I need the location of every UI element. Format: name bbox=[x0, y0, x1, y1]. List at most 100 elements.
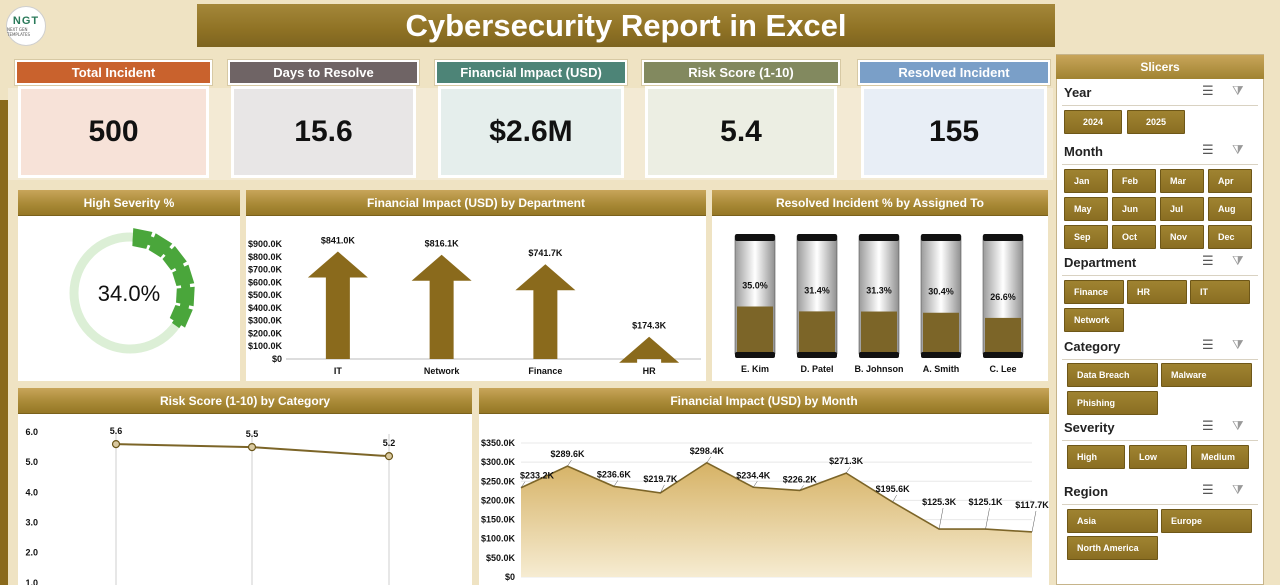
panel-title: Risk Score (1-10) by Category bbox=[18, 388, 472, 414]
slicer-option-month[interactable]: Mar bbox=[1160, 169, 1204, 193]
slicer-option-category[interactable]: Phishing bbox=[1067, 391, 1158, 415]
leader-line bbox=[753, 481, 758, 488]
slicer-option-category[interactable]: Data Breach bbox=[1067, 363, 1158, 387]
slicer-option-department[interactable]: Finance bbox=[1064, 280, 1124, 304]
y-tick-label: $100.0K bbox=[481, 534, 516, 544]
slicer-option-region[interactable]: North America bbox=[1067, 536, 1158, 560]
slicers-title: Slicers bbox=[1056, 55, 1264, 79]
slicer-option-month[interactable]: Feb bbox=[1112, 169, 1156, 193]
slicer-label-month: Month bbox=[1064, 144, 1103, 159]
slicer-divider bbox=[1062, 105, 1258, 106]
x-tick-label: B. Johnson bbox=[855, 364, 904, 374]
slicer-option-month[interactable]: Nov bbox=[1160, 225, 1204, 249]
slicer-option-department[interactable]: IT bbox=[1190, 280, 1250, 304]
y-tick-label: $500.0K bbox=[248, 290, 283, 300]
slicer-option-year[interactable]: 2024 bbox=[1064, 110, 1122, 134]
fin-by-dept-chart: $0 $100.0K $200.0K $300.0K $400.0K $500.0K $60… bbox=[248, 236, 701, 376]
x-tick-label: C. Lee bbox=[989, 364, 1016, 374]
slicer-divider bbox=[1062, 275, 1258, 276]
leader-line bbox=[938, 507, 944, 530]
y-tick-label: $350.0K bbox=[481, 438, 516, 448]
x-tick-label: Finance bbox=[528, 366, 562, 376]
kpi-value: $2.6M bbox=[438, 86, 624, 178]
kpi-label: Days to Resolve bbox=[228, 60, 419, 85]
kpi-value: 500 bbox=[18, 86, 209, 178]
data-label: $741.7K bbox=[528, 248, 563, 258]
y-tick-label: $100.0K bbox=[248, 341, 283, 351]
slicer-option-month[interactable]: Aug bbox=[1208, 197, 1252, 221]
data-label: $174.3K bbox=[632, 321, 667, 331]
data-label: $117.7K bbox=[1015, 500, 1049, 510]
y-tick-label: $0 bbox=[505, 572, 515, 582]
bar-finance bbox=[515, 264, 576, 359]
cylinder-fill bbox=[799, 311, 835, 354]
slicer-option-month[interactable]: Oct bbox=[1112, 225, 1156, 249]
cylinder-bottom-cap bbox=[859, 352, 899, 358]
slicer-option-severity[interactable]: High bbox=[1067, 445, 1125, 469]
leader-line bbox=[567, 459, 572, 467]
data-label: $195.6K bbox=[876, 484, 911, 494]
slicer-option-year[interactable]: 2025 bbox=[1127, 110, 1185, 134]
fin-by-dept-panel: Financial Impact (USD) by Department $0 $… bbox=[246, 190, 706, 381]
kpi-label: Risk Score (1-10) bbox=[642, 60, 840, 85]
slicer-option-month[interactable]: Jan bbox=[1064, 169, 1108, 193]
slicer-divider bbox=[1062, 359, 1258, 360]
data-label: 26.6% bbox=[990, 292, 1016, 302]
panel-title: Financial Impact (USD) by Month bbox=[479, 388, 1049, 414]
slicer-option-month[interactable]: Jul bbox=[1160, 197, 1204, 221]
kpi-value: 155 bbox=[861, 86, 1047, 178]
slicer-option-department[interactable]: HR bbox=[1127, 280, 1187, 304]
leader-line bbox=[799, 485, 804, 491]
leader-line bbox=[985, 508, 990, 530]
leader-line bbox=[845, 466, 851, 474]
slicer-option-month[interactable]: May bbox=[1064, 197, 1108, 221]
slicer-option-severity[interactable]: Medium bbox=[1191, 445, 1249, 469]
data-label: 31.4% bbox=[804, 285, 830, 295]
clear-filter-icon[interactable]: ⧩ bbox=[1232, 253, 1244, 268]
kpi-label: Total Incident bbox=[15, 60, 212, 85]
cylinder-top-cap bbox=[983, 234, 1023, 241]
multi-select-icon[interactable]: ☰ bbox=[1202, 418, 1214, 433]
multi-select-icon[interactable]: ☰ bbox=[1202, 482, 1214, 497]
clear-filter-icon[interactable]: ⧩ bbox=[1232, 142, 1244, 157]
clear-filter-icon[interactable]: ⧩ bbox=[1232, 418, 1244, 433]
logo: NGT NEXT GEN TEMPLATES bbox=[6, 6, 46, 46]
data-label: $816.1K bbox=[425, 239, 460, 249]
multi-select-icon[interactable]: ☰ bbox=[1202, 337, 1214, 352]
logo-tagline: NEXT GEN TEMPLATES bbox=[7, 27, 31, 37]
y-tick-label: 2.0 bbox=[25, 548, 38, 558]
slicer-option-department[interactable]: Network bbox=[1064, 308, 1124, 332]
clear-filter-icon[interactable]: ⧩ bbox=[1232, 482, 1244, 497]
y-tick-label: 1.0 bbox=[25, 578, 38, 585]
bar-network bbox=[411, 254, 472, 359]
slicer-option-month[interactable]: Jun bbox=[1112, 197, 1156, 221]
clear-filter-icon[interactable]: ⧩ bbox=[1232, 83, 1244, 98]
y-tick-label: $200.0K bbox=[248, 328, 283, 338]
y-tick-label: 3.0 bbox=[25, 518, 38, 528]
data-label: $271.3K bbox=[829, 456, 864, 466]
multi-select-icon[interactable]: ☰ bbox=[1202, 253, 1214, 268]
data-label: $125.1K bbox=[969, 497, 1004, 507]
slicer-option-region[interactable]: Europe bbox=[1161, 509, 1252, 533]
cylinder-fill bbox=[737, 306, 773, 354]
clear-filter-icon[interactable]: ⧩ bbox=[1232, 337, 1244, 352]
slicer-option-severity[interactable]: Low bbox=[1129, 445, 1187, 469]
cylinder-top-cap bbox=[797, 234, 837, 241]
data-label: $226.2K bbox=[783, 474, 818, 484]
cylinder-top-cap bbox=[859, 234, 899, 241]
kpi-value: 5.4 bbox=[645, 86, 837, 178]
leader-line bbox=[1031, 510, 1037, 532]
leader-line bbox=[520, 481, 526, 488]
panel-title: High Severity % bbox=[18, 190, 240, 216]
slicer-option-month[interactable]: Dec bbox=[1208, 225, 1252, 249]
slicer-option-region[interactable]: Asia bbox=[1067, 509, 1158, 533]
cylinder-top-cap bbox=[735, 234, 775, 241]
multi-select-icon[interactable]: ☰ bbox=[1202, 142, 1214, 157]
slicer-option-category[interactable]: Malware bbox=[1161, 363, 1252, 387]
donut-center-label: 34.0% bbox=[98, 281, 160, 306]
title-bar: Cybersecurity Report in Excel bbox=[197, 4, 1055, 47]
slicer-option-month[interactable]: Sep bbox=[1064, 225, 1108, 249]
multi-select-icon[interactable]: ☰ bbox=[1202, 83, 1214, 98]
slicer-option-month[interactable]: Apr bbox=[1208, 169, 1252, 193]
y-tick-label: $0 bbox=[272, 354, 282, 364]
